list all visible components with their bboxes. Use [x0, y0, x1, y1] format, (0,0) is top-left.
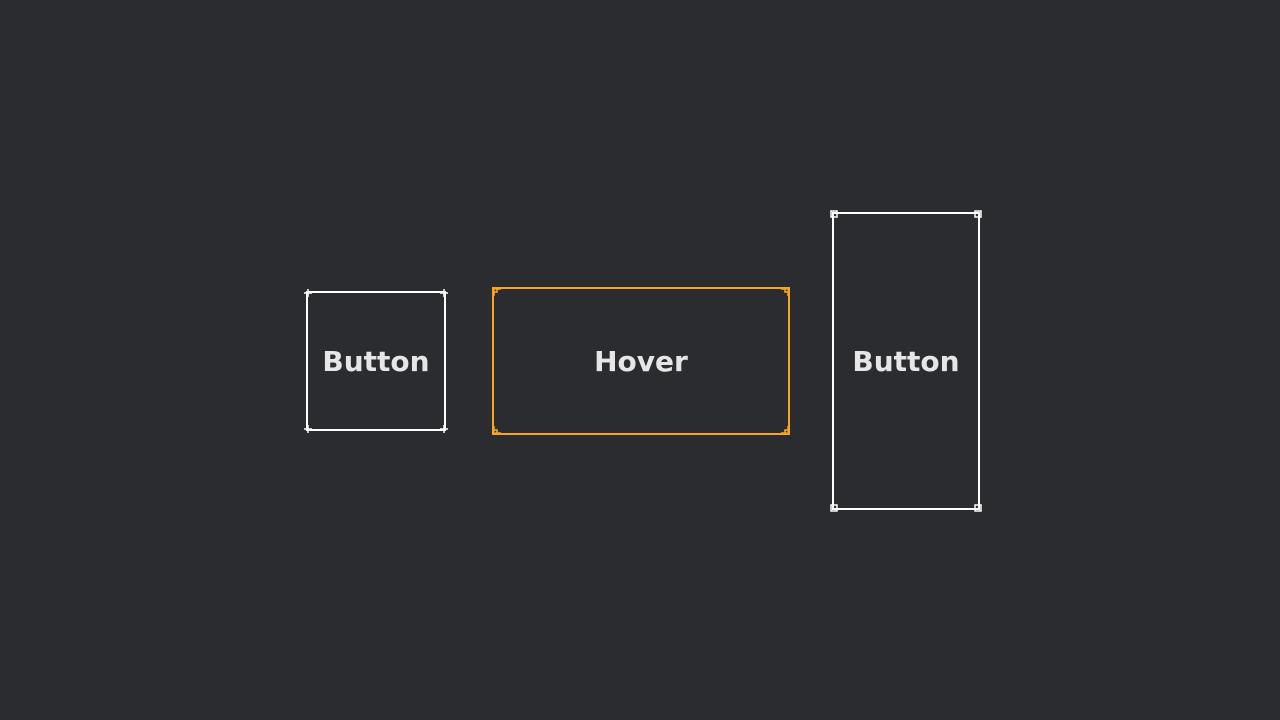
- square-corner-icon: [970, 500, 984, 514]
- button-label: Button: [852, 344, 960, 378]
- stepped-corner-icon: [780, 425, 794, 439]
- crosshair-corner-icon: [302, 421, 316, 435]
- square-corner-icon: [828, 500, 842, 514]
- crosshair-corner-icon: [436, 287, 450, 301]
- crosshair-corner-icon: [302, 287, 316, 301]
- stepped-corner-icon: [780, 283, 794, 297]
- square-corner-icon: [970, 208, 984, 222]
- stepped-corner-icon: [488, 283, 502, 297]
- button-hover[interactable]: Hover: [492, 287, 790, 435]
- square-corner-icon: [828, 208, 842, 222]
- stepped-corner-icon: [488, 425, 502, 439]
- button-label: Button: [322, 344, 430, 378]
- button-default-square[interactable]: Button: [304, 289, 448, 433]
- button-label: Hover: [594, 344, 688, 378]
- button-default-tall[interactable]: Button: [830, 210, 982, 512]
- crosshair-corner-icon: [436, 421, 450, 435]
